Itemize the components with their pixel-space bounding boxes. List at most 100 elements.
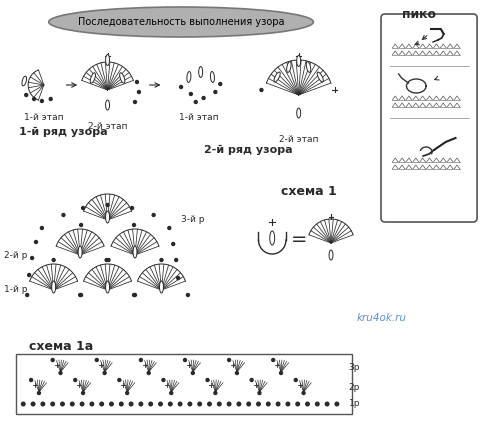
Circle shape (315, 402, 319, 406)
Circle shape (170, 392, 173, 395)
Ellipse shape (199, 66, 203, 77)
Circle shape (110, 402, 113, 406)
Circle shape (206, 379, 209, 382)
Ellipse shape (187, 71, 191, 82)
Ellipse shape (106, 55, 109, 66)
Circle shape (100, 402, 104, 406)
Text: Последовательность выполнения узора: Последовательность выполнения узора (78, 17, 284, 27)
Circle shape (236, 371, 239, 374)
Text: схема 1: схема 1 (281, 185, 336, 198)
Ellipse shape (159, 281, 163, 293)
Text: 1-й этап: 1-й этап (179, 113, 218, 122)
Circle shape (133, 294, 136, 297)
Circle shape (71, 402, 74, 406)
Text: схема 1а: схема 1а (29, 340, 94, 353)
Text: kru4ok.ru: kru4ok.ru (357, 313, 407, 323)
Circle shape (135, 80, 138, 83)
Ellipse shape (78, 246, 82, 258)
Circle shape (219, 82, 222, 85)
Circle shape (188, 402, 192, 406)
Text: 2-й ряд узора: 2-й ряд узора (204, 145, 293, 155)
Circle shape (172, 242, 175, 245)
Circle shape (194, 101, 197, 104)
Circle shape (177, 277, 180, 280)
Circle shape (286, 402, 289, 406)
Circle shape (80, 402, 84, 406)
Circle shape (335, 402, 339, 406)
Ellipse shape (106, 100, 109, 110)
Text: 3-й р: 3-й р (181, 215, 204, 225)
Circle shape (228, 402, 231, 406)
Circle shape (28, 274, 31, 277)
Circle shape (22, 402, 25, 406)
Circle shape (106, 203, 109, 206)
Circle shape (250, 379, 253, 382)
Circle shape (35, 241, 37, 244)
Circle shape (183, 359, 186, 362)
Circle shape (179, 402, 182, 406)
Circle shape (52, 258, 55, 261)
Circle shape (59, 371, 62, 374)
Circle shape (306, 402, 309, 406)
Circle shape (302, 392, 305, 395)
Circle shape (279, 371, 283, 374)
Circle shape (180, 85, 182, 88)
Ellipse shape (297, 108, 300, 118)
Circle shape (79, 294, 82, 297)
Ellipse shape (270, 231, 275, 245)
Text: 1-й р: 1-й р (4, 286, 27, 294)
Text: пико: пико (402, 8, 436, 21)
Ellipse shape (106, 211, 109, 223)
Circle shape (40, 226, 43, 230)
Circle shape (132, 294, 135, 297)
Text: 2-й этап: 2-й этап (88, 122, 127, 131)
Ellipse shape (52, 281, 56, 293)
Circle shape (49, 97, 52, 101)
Circle shape (118, 379, 121, 382)
Circle shape (96, 359, 98, 362)
Circle shape (33, 97, 36, 101)
Circle shape (159, 402, 162, 406)
Ellipse shape (106, 281, 109, 293)
Ellipse shape (133, 246, 137, 258)
Circle shape (294, 379, 297, 382)
Text: 3р: 3р (348, 363, 360, 373)
Circle shape (90, 402, 94, 406)
Circle shape (276, 402, 280, 406)
Circle shape (82, 206, 84, 209)
Circle shape (82, 392, 84, 395)
Circle shape (266, 402, 270, 406)
Ellipse shape (210, 71, 215, 82)
Circle shape (325, 402, 329, 406)
Text: 1р: 1р (348, 399, 360, 409)
Circle shape (258, 392, 261, 395)
Circle shape (80, 223, 83, 226)
Ellipse shape (22, 76, 26, 86)
Ellipse shape (317, 72, 324, 82)
Circle shape (190, 93, 192, 96)
FancyBboxPatch shape (16, 354, 352, 414)
Circle shape (147, 371, 150, 374)
Text: 1-й этап: 1-й этап (24, 113, 64, 122)
Circle shape (208, 402, 211, 406)
Circle shape (149, 402, 153, 406)
Circle shape (60, 402, 64, 406)
Circle shape (202, 96, 205, 99)
Circle shape (137, 91, 140, 93)
Text: 2-й р: 2-й р (4, 250, 27, 259)
Circle shape (31, 256, 34, 259)
Ellipse shape (287, 62, 291, 72)
Text: 2р: 2р (348, 384, 360, 393)
Circle shape (214, 392, 217, 395)
Ellipse shape (329, 250, 333, 260)
Circle shape (139, 359, 143, 362)
Circle shape (133, 101, 136, 104)
Circle shape (198, 402, 202, 406)
Circle shape (257, 402, 260, 406)
Text: 2-й этап: 2-й этап (279, 135, 318, 144)
Text: 1-й ряд узора: 1-й ряд узора (19, 127, 108, 137)
Circle shape (30, 379, 33, 382)
Circle shape (260, 88, 263, 91)
Text: =: = (290, 231, 307, 250)
Circle shape (51, 402, 54, 406)
